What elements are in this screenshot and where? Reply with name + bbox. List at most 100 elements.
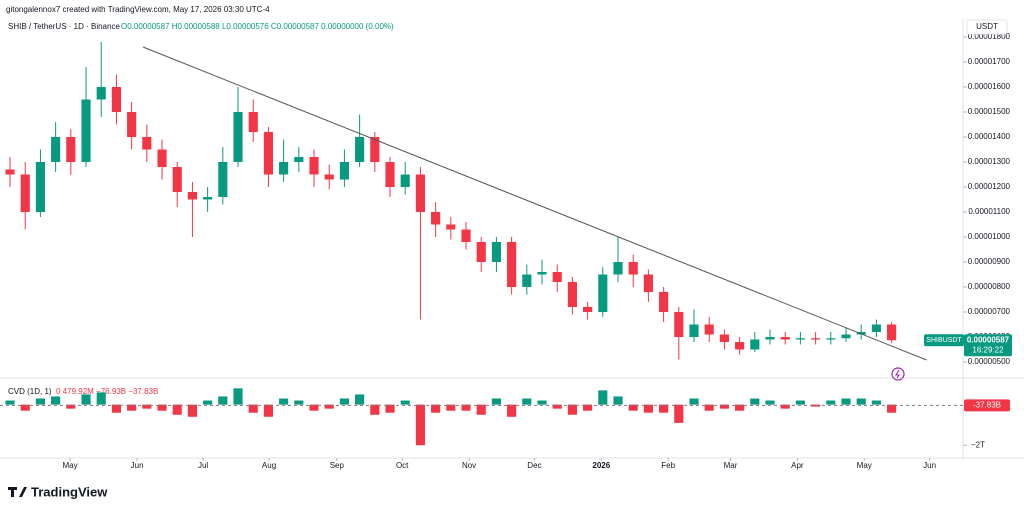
cvd-bar (841, 398, 851, 405)
cvd-bar (643, 404, 653, 413)
cvd-bar (111, 404, 121, 413)
cvd-bar (400, 400, 410, 405)
candle-body (643, 274, 653, 292)
cvd-bar (719, 404, 729, 409)
cvd-bar (826, 400, 836, 405)
candle-body (127, 112, 137, 137)
candle-body (233, 112, 243, 162)
cvd-bar (507, 404, 517, 417)
x-tick-label: Sep (330, 461, 345, 470)
candle-body (415, 174, 425, 212)
cvd-bar (81, 394, 91, 405)
brand-name: TradingView (31, 484, 108, 499)
countdown: 16:29:22 (972, 345, 1004, 354)
candle-body (674, 312, 684, 337)
cvd-bar (537, 400, 547, 405)
cvd-bar (795, 400, 805, 405)
candle-body (81, 99, 91, 162)
alert-circle (891, 367, 905, 381)
y-tick-label: 0.00001100 (968, 207, 1010, 216)
currency-box (966, 19, 1008, 35)
y-tick-label: 0.00001800 (968, 32, 1011, 41)
cvd-bar (35, 398, 45, 405)
candle-body (780, 337, 790, 340)
cvd-bar (811, 404, 821, 407)
candle-body (704, 324, 714, 335)
candle-body (522, 274, 532, 287)
candle-body (598, 274, 608, 312)
candle-body (400, 174, 410, 187)
candle-body (263, 132, 273, 175)
cvd-bar (674, 404, 684, 423)
candle-body (659, 292, 669, 312)
candle-body (841, 334, 851, 339)
cvd-bar (5, 400, 15, 405)
candle-body (51, 137, 61, 162)
cvd-tick-label: −2T (971, 440, 985, 449)
cvd-bar (613, 396, 623, 405)
candle-body (431, 212, 441, 225)
candle-body (355, 137, 365, 162)
cvd-bar (218, 396, 228, 405)
candle-body (309, 157, 319, 175)
cvd-bar (780, 404, 790, 409)
cvd-bar (51, 396, 61, 405)
price-tag (964, 334, 1012, 357)
credit: gitongalennox7 created with TradingView.… (6, 5, 270, 14)
brand-mark (8, 487, 27, 497)
x-tick-label: Feb (661, 461, 675, 470)
cvd-bar (856, 398, 866, 405)
cvd-bar (704, 404, 714, 411)
candle-body (689, 324, 699, 337)
cvd-bar (324, 404, 334, 409)
y-tick-label: 0.00000700 (968, 307, 1011, 316)
price-tag-text: 0.00000587 (967, 335, 1010, 344)
symbol-tag (924, 334, 964, 347)
cvd-bar (66, 404, 76, 409)
candle-body (294, 157, 304, 162)
candle-body (856, 332, 866, 335)
cvd-bar (415, 404, 425, 446)
cvd-bar (476, 404, 486, 415)
cvd-bar (187, 404, 197, 417)
cvd-bar (735, 404, 745, 411)
cvd-readout: 0 479.92M −76.93B −37.83B (56, 387, 158, 396)
cvd-bar (461, 404, 471, 411)
cvd-bar (689, 398, 699, 405)
candle-body (279, 162, 289, 175)
candle-body (5, 169, 15, 175)
candle-body (765, 337, 775, 340)
x-tick-label: Aug (262, 461, 276, 470)
cvd-bar (127, 404, 137, 411)
candle-body (461, 229, 471, 242)
cvd-name: CVD (1D, 1) (8, 387, 52, 396)
alert-icon[interactable] (891, 367, 905, 381)
cvd-bar (522, 398, 532, 405)
x-tick-label: Oct (396, 461, 409, 470)
candle-body (187, 192, 197, 200)
cvd-bar (355, 394, 365, 405)
symbol-tag-text: SHIBUSDT (926, 337, 962, 344)
candle-body (96, 87, 106, 100)
candle-body (35, 162, 45, 212)
x-tick-label: Nov (462, 461, 476, 470)
candle-body (491, 242, 501, 262)
y-tick-label: 0.00001000 (968, 232, 1011, 241)
cvd-bar (20, 404, 30, 411)
candle-body (719, 334, 729, 342)
y-tick-label: 0.00000800 (968, 282, 1011, 291)
y-tick-label: 0.00001300 (968, 157, 1011, 166)
candle-body (111, 87, 121, 112)
alert-bolt (895, 369, 901, 379)
candle-body (628, 262, 638, 275)
candle-body (324, 174, 334, 180)
cvd-bar (552, 404, 562, 409)
cvd-bar (598, 390, 608, 405)
candle-body (385, 162, 395, 187)
cvd-bar (887, 404, 897, 413)
cvd-bar (871, 400, 881, 405)
candle-body (446, 224, 456, 230)
ohlc-readout: O0.00000587 H0.00000588 L0.00000576 C0.0… (121, 22, 394, 31)
x-tick-label: May (857, 461, 872, 470)
